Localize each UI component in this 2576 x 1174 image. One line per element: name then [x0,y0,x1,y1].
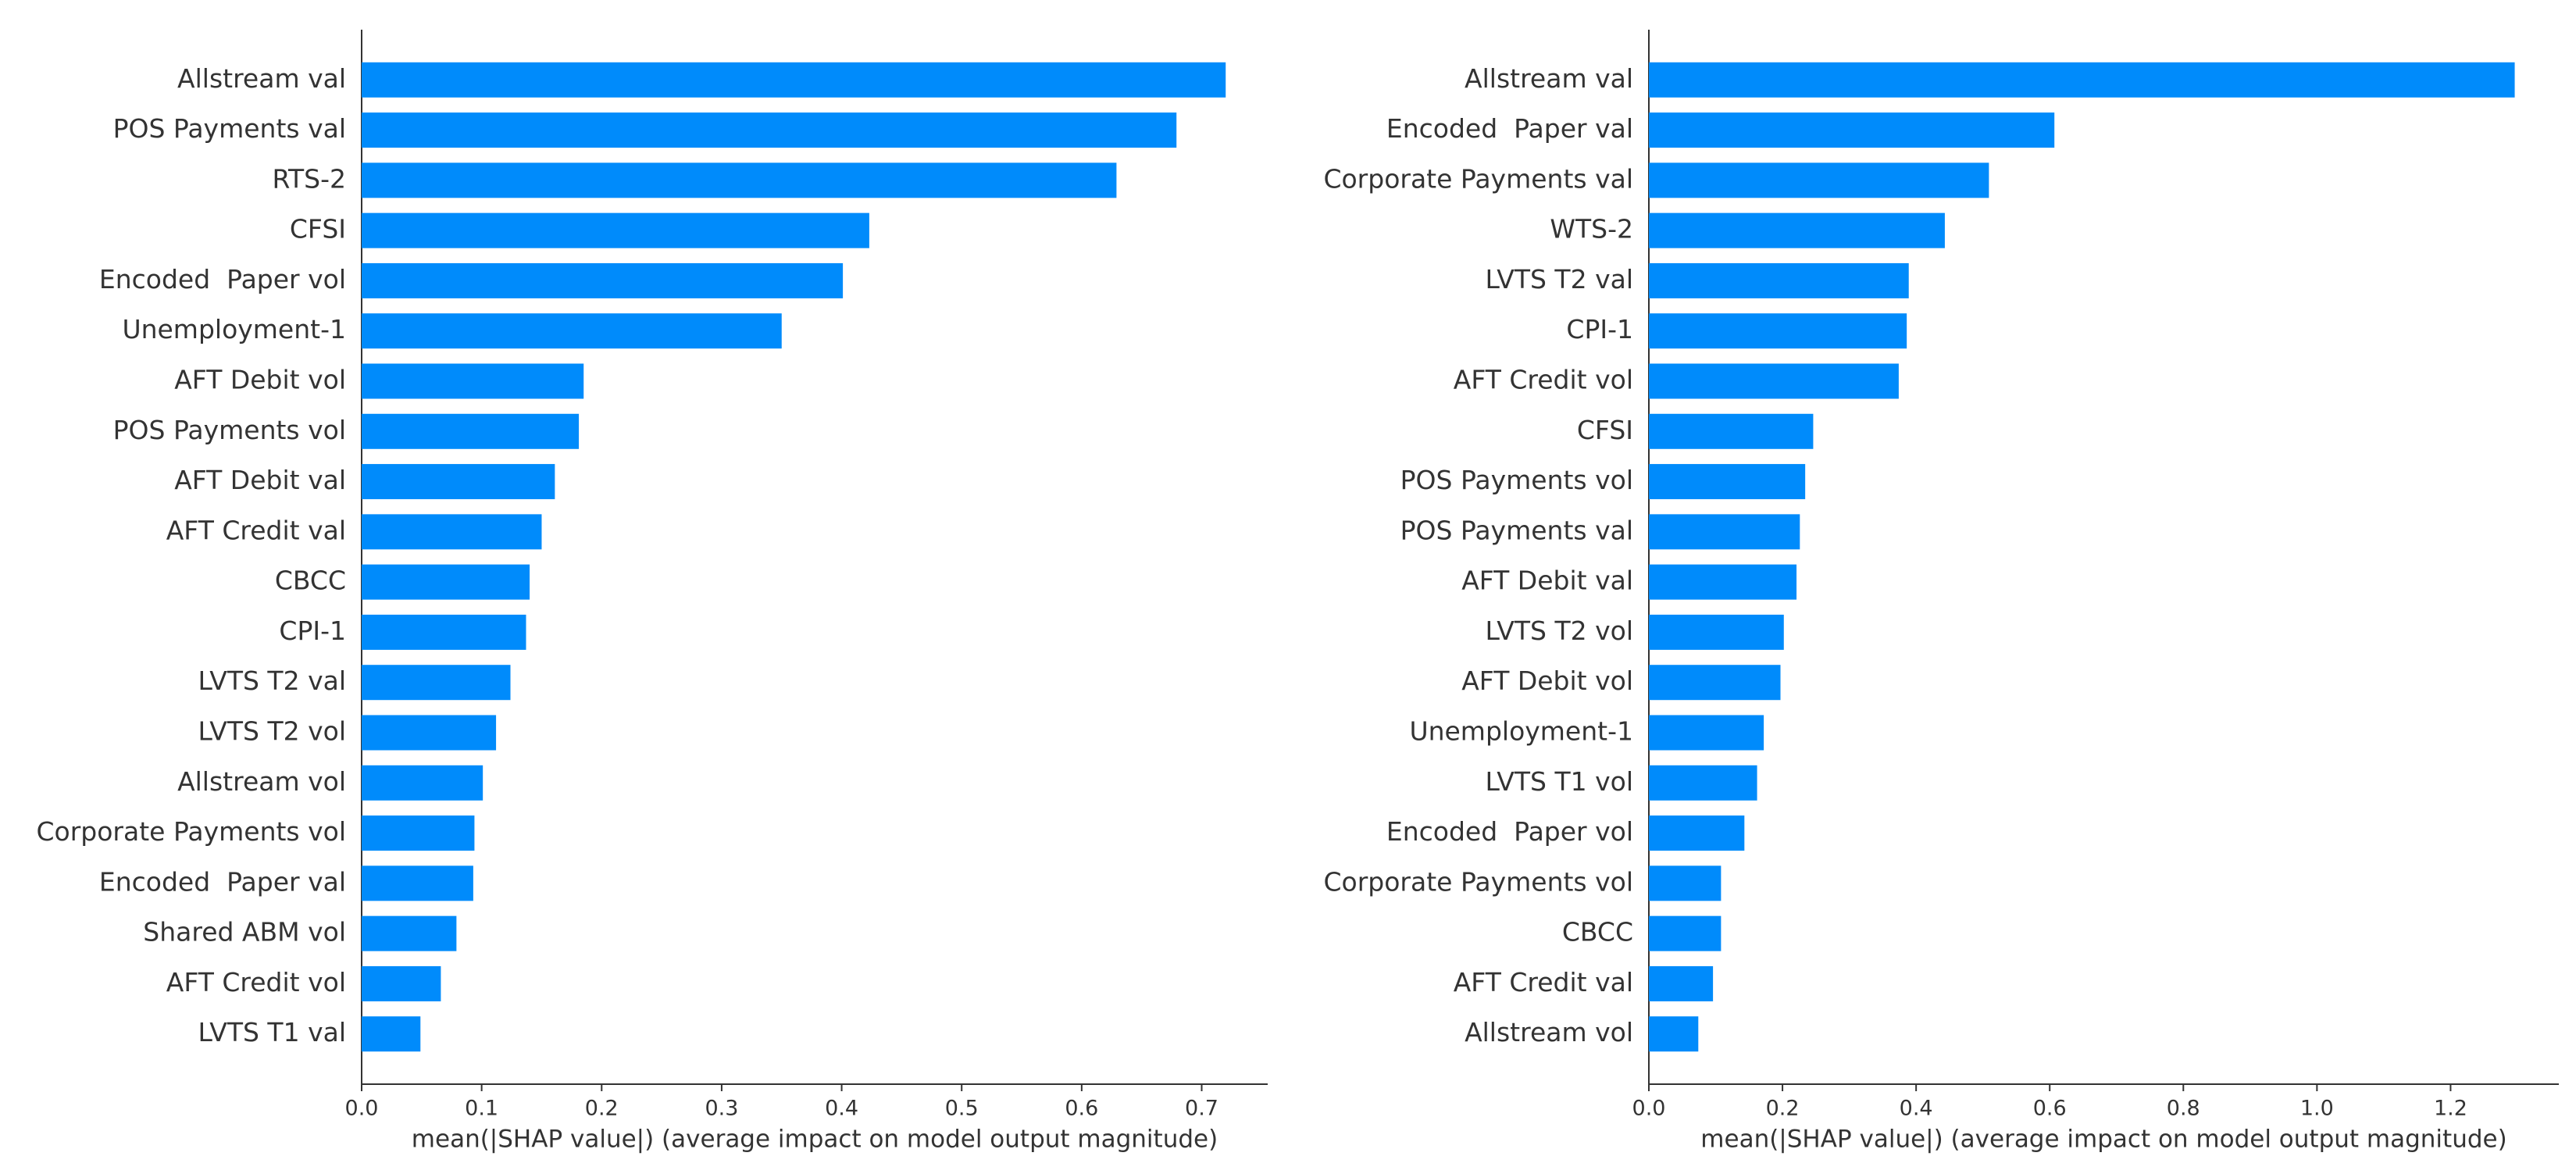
x-tick-label: 0.5 [945,1097,979,1121]
bar [362,363,584,399]
y-tick-label: Encoded Paper vol [1386,816,1633,847]
y-tick-label: CFSI [290,214,346,244]
y-tick-label: POS Payments val [113,113,346,144]
y-tick-label: AFT Debit val [174,465,346,495]
bar [1649,62,2515,98]
y-tick-label: AFT Debit vol [1461,666,1633,696]
bar [1649,965,1714,1001]
bar [362,815,475,851]
x-axis-label: mean(|SHAP value|) (average impact on mo… [412,1126,1218,1154]
x-tick-label: 0.2 [585,1097,619,1121]
y-tick-label: Corporate Payments vol [1324,866,1634,897]
bar [1649,715,1764,751]
bar [1649,464,1806,500]
bar [362,262,844,298]
bar [362,413,580,449]
bar [362,564,530,600]
y-tick-label: Corporate Payments vol [37,816,347,847]
bar [362,514,542,550]
bar [1649,815,1745,851]
y-tick-label: Allstream val [1465,63,1633,94]
y-tick-label: RTS-2 [272,163,346,194]
y-tick-label: AFT Credit vol [166,967,346,997]
x-tick-label: 0.6 [2033,1097,2067,1121]
y-tick-label: POS Payments vol [113,415,346,445]
y-tick-label: LVTS T2 val [1486,264,1634,294]
bar [1649,363,1899,399]
y-tick-label: LVTS T1 vol [1486,766,1633,797]
bar [1649,212,1945,248]
y-tick-label: CFSI [1577,415,1633,445]
x-tick-label: 0.2 [1766,1097,1800,1121]
x-tick-label: 0.7 [1185,1097,1218,1121]
x-tick-label: 1.2 [2434,1097,2467,1121]
y-tick-label: Allstream val [177,63,346,94]
bar [1649,313,1907,349]
x-tick-label: 0.4 [1900,1097,1933,1121]
bar [362,212,869,248]
y-tick-label: CBCC [1562,917,1633,947]
bar [362,1016,421,1052]
bar [362,765,483,801]
y-tick-label: LVTS T2 vol [198,716,346,747]
bar [362,965,441,1001]
y-tick-label: Corporate Payments val [1323,163,1633,194]
y-tick-label: AFT Credit val [1454,967,1633,997]
bar [362,313,782,349]
y-tick-label: POS Payments vol [1400,465,1633,495]
bar [1649,1016,1699,1052]
y-tick-label: LVTS T1 val [198,1017,347,1047]
bar [362,162,1117,198]
y-tick-label: CPI-1 [1566,314,1633,344]
x-axis-label: mean(|SHAP value|) (average impact on mo… [1700,1126,2506,1154]
y-tick-label: Encoded Paper val [1386,113,1633,144]
bar [362,464,555,500]
y-tick-label: LVTS T2 val [198,666,347,696]
y-tick-label: Unemployment-1 [1409,716,1633,747]
x-tick-label: 0.4 [825,1097,858,1121]
x-tick-label: 0.6 [1065,1097,1098,1121]
bar [1649,564,1797,600]
y-tick-label: WTS-2 [1550,214,1633,244]
bar [1649,514,1800,550]
bar [1649,262,1909,298]
bar [1649,765,1757,801]
y-tick-label: Unemployment-1 [122,314,346,344]
x-tick-label: 0.3 [705,1097,738,1121]
y-tick-label: CPI-1 [279,616,346,646]
y-tick-label: Encoded Paper val [99,866,346,897]
bar [1649,865,1721,901]
y-tick-label: LVTS T2 vol [1486,616,1633,646]
y-tick-label: POS Payments val [1400,515,1633,545]
bar [1649,162,1989,198]
y-tick-label: Allstream vol [177,766,346,797]
bar [362,62,1226,98]
bar [362,112,1177,148]
bar [1649,112,2055,148]
bar [362,865,473,901]
x-tick-label: 0.0 [345,1097,379,1121]
bar [362,665,511,701]
x-tick-label: 0.1 [465,1097,498,1121]
y-tick-label: Shared ABM vol [143,917,346,947]
bar [1649,915,1721,951]
y-tick-label: Encoded Paper vol [99,264,346,294]
bar [362,715,497,751]
y-tick-label: CBCC [275,566,346,596]
y-tick-label: AFT Credit vol [1454,365,1633,395]
bar [1649,614,1784,650]
y-tick-label: AFT Debit val [1461,566,1633,596]
x-tick-label: 0.8 [2167,1097,2200,1121]
bar [1649,413,1814,449]
x-tick-label: 1.0 [2300,1097,2334,1121]
x-tick-label: 0.0 [1632,1097,1666,1121]
y-tick-label: Allstream vol [1465,1017,1633,1047]
bar [362,915,457,951]
y-tick-label: AFT Credit val [166,515,346,545]
bar [362,614,526,650]
y-tick-label: AFT Debit vol [174,365,346,395]
bar [1649,665,1781,701]
